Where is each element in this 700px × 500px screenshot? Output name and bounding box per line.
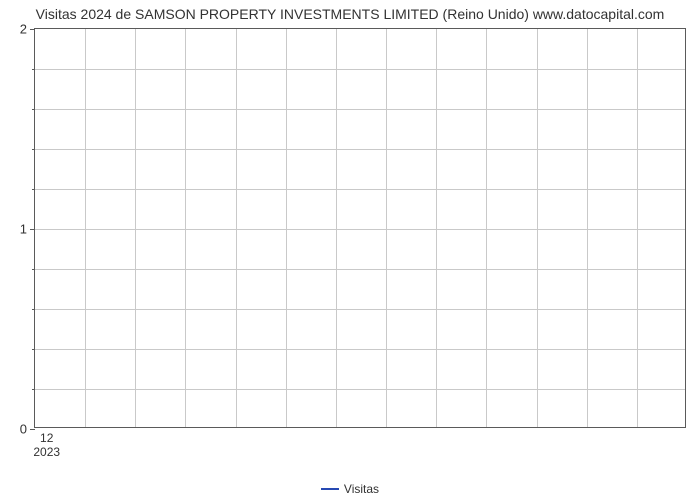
x-year-label: 2023 bbox=[33, 445, 60, 459]
y-tick-label: 1 bbox=[20, 222, 27, 237]
gridline-v bbox=[85, 29, 86, 427]
y-minor-tick-mark bbox=[32, 389, 35, 390]
x-tick-label: 12 bbox=[40, 431, 53, 445]
y-minor-tick-mark bbox=[32, 349, 35, 350]
gridline-v bbox=[286, 29, 287, 427]
legend: Visitas bbox=[0, 481, 700, 496]
y-minor-tick-mark bbox=[32, 269, 35, 270]
y-tick-mark bbox=[30, 229, 35, 230]
y-tick-mark bbox=[30, 429, 35, 430]
y-tick-label: 2 bbox=[20, 22, 27, 37]
gridline-v bbox=[336, 29, 337, 427]
y-minor-tick-mark bbox=[32, 149, 35, 150]
gridline-v bbox=[587, 29, 588, 427]
y-minor-tick-mark bbox=[32, 309, 35, 310]
plot-area: 012122023 bbox=[34, 28, 686, 428]
gridline-v bbox=[537, 29, 538, 427]
y-tick-mark bbox=[30, 29, 35, 30]
legend-line-icon bbox=[321, 488, 339, 490]
gridline-v bbox=[236, 29, 237, 427]
gridline-v bbox=[637, 29, 638, 427]
y-tick-label: 0 bbox=[20, 422, 27, 437]
gridline-v bbox=[486, 29, 487, 427]
visits-chart: Visitas 2024 de SAMSON PROPERTY INVESTME… bbox=[0, 0, 700, 500]
y-minor-tick-mark bbox=[32, 69, 35, 70]
y-minor-tick-mark bbox=[32, 109, 35, 110]
gridline-v bbox=[185, 29, 186, 427]
chart-title: Visitas 2024 de SAMSON PROPERTY INVESTME… bbox=[0, 6, 700, 22]
legend-label: Visitas bbox=[344, 482, 379, 496]
y-minor-tick-mark bbox=[32, 189, 35, 190]
gridline-v bbox=[386, 29, 387, 427]
gridline-v bbox=[135, 29, 136, 427]
gridline-v bbox=[436, 29, 437, 427]
